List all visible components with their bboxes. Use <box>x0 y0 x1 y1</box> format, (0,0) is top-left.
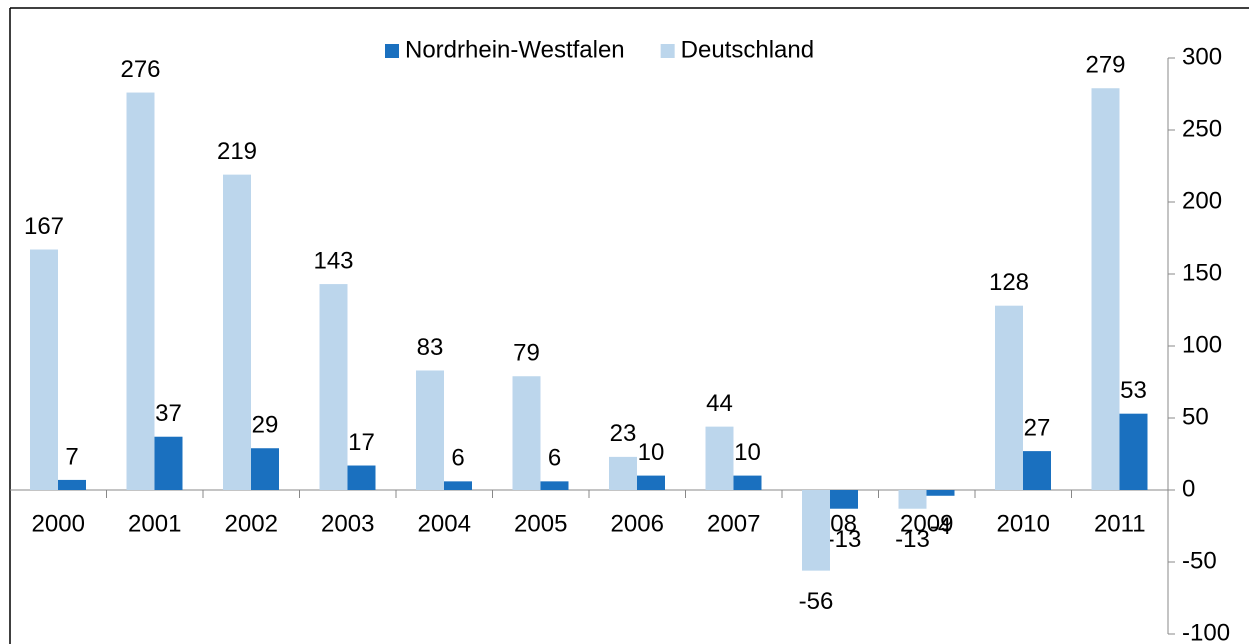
bar <box>733 475 762 490</box>
bar <box>995 305 1023 490</box>
legend-label: Nordrhein-Westfalen <box>405 36 625 63</box>
bar <box>802 490 830 571</box>
data-label: 6 <box>548 445 561 472</box>
bar <box>416 370 444 490</box>
data-label: 219 <box>217 138 257 165</box>
bar <box>512 376 541 490</box>
bar <box>58 479 86 490</box>
bar <box>1023 451 1051 490</box>
bar <box>540 481 569 490</box>
bar <box>251 448 279 490</box>
bar <box>637 475 665 490</box>
x-tick-label: 2004 <box>418 510 471 537</box>
data-label: 27 <box>1024 414 1051 441</box>
bar <box>319 284 348 490</box>
bar <box>830 490 858 509</box>
x-tick-label: 2001 <box>128 510 181 537</box>
data-label: 29 <box>252 412 279 439</box>
bar <box>1119 413 1148 490</box>
data-label: -13 <box>895 526 930 553</box>
data-label: 128 <box>989 269 1029 296</box>
data-label: 53 <box>1120 377 1147 404</box>
data-label: 37 <box>155 400 182 427</box>
data-label: 44 <box>706 390 733 417</box>
y-tick-label: 150 <box>1182 259 1222 286</box>
y-tick-label: 100 <box>1182 331 1222 358</box>
bar <box>898 490 927 509</box>
data-label: 23 <box>610 420 637 447</box>
y-tick-label: 250 <box>1182 115 1222 142</box>
data-label: 167 <box>24 213 64 240</box>
bar <box>926 490 955 496</box>
y-tick-label: 0 <box>1182 475 1195 502</box>
bar <box>30 249 58 490</box>
legend-swatch <box>385 44 399 58</box>
y-tick-label: 50 <box>1182 403 1209 430</box>
bar <box>1091 88 1120 491</box>
x-tick-label: 2006 <box>611 510 664 537</box>
bar <box>223 174 251 490</box>
data-label: 79 <box>513 340 540 367</box>
x-tick-label: 2011 <box>1094 510 1146 537</box>
x-tick-label: 2010 <box>997 510 1050 537</box>
bar <box>347 465 376 490</box>
data-label: -13 <box>827 526 862 553</box>
data-label: 279 <box>1085 52 1125 79</box>
x-tick-label: 2000 <box>32 510 85 537</box>
data-label: 10 <box>638 439 665 466</box>
bar <box>126 92 155 490</box>
y-tick-label: -50 <box>1182 547 1217 574</box>
legend-swatch <box>660 44 675 58</box>
bar <box>154 436 183 490</box>
data-label: 143 <box>313 247 353 274</box>
data-label: 276 <box>120 56 160 83</box>
x-tick-label: 2007 <box>707 510 760 537</box>
bar <box>609 456 637 490</box>
legend-label: Deutschland <box>681 36 814 63</box>
bar <box>444 481 472 490</box>
data-label: 83 <box>417 334 444 361</box>
x-tick-label: 2009 <box>900 510 953 537</box>
data-label: -4 <box>930 513 951 540</box>
data-label: 17 <box>348 429 375 456</box>
y-tick-label: 300 <box>1182 43 1222 70</box>
bar <box>705 426 734 490</box>
data-label: 10 <box>734 439 761 466</box>
x-tick-label: 2003 <box>321 510 374 537</box>
x-tick-label: 2002 <box>225 510 278 537</box>
data-label: 6 <box>451 445 464 472</box>
data-label: 7 <box>65 443 78 470</box>
data-label: -56 <box>799 588 834 615</box>
x-tick-label: 2005 <box>514 510 567 537</box>
y-tick-label: -100 <box>1182 619 1230 644</box>
y-tick-label: 200 <box>1182 187 1222 214</box>
